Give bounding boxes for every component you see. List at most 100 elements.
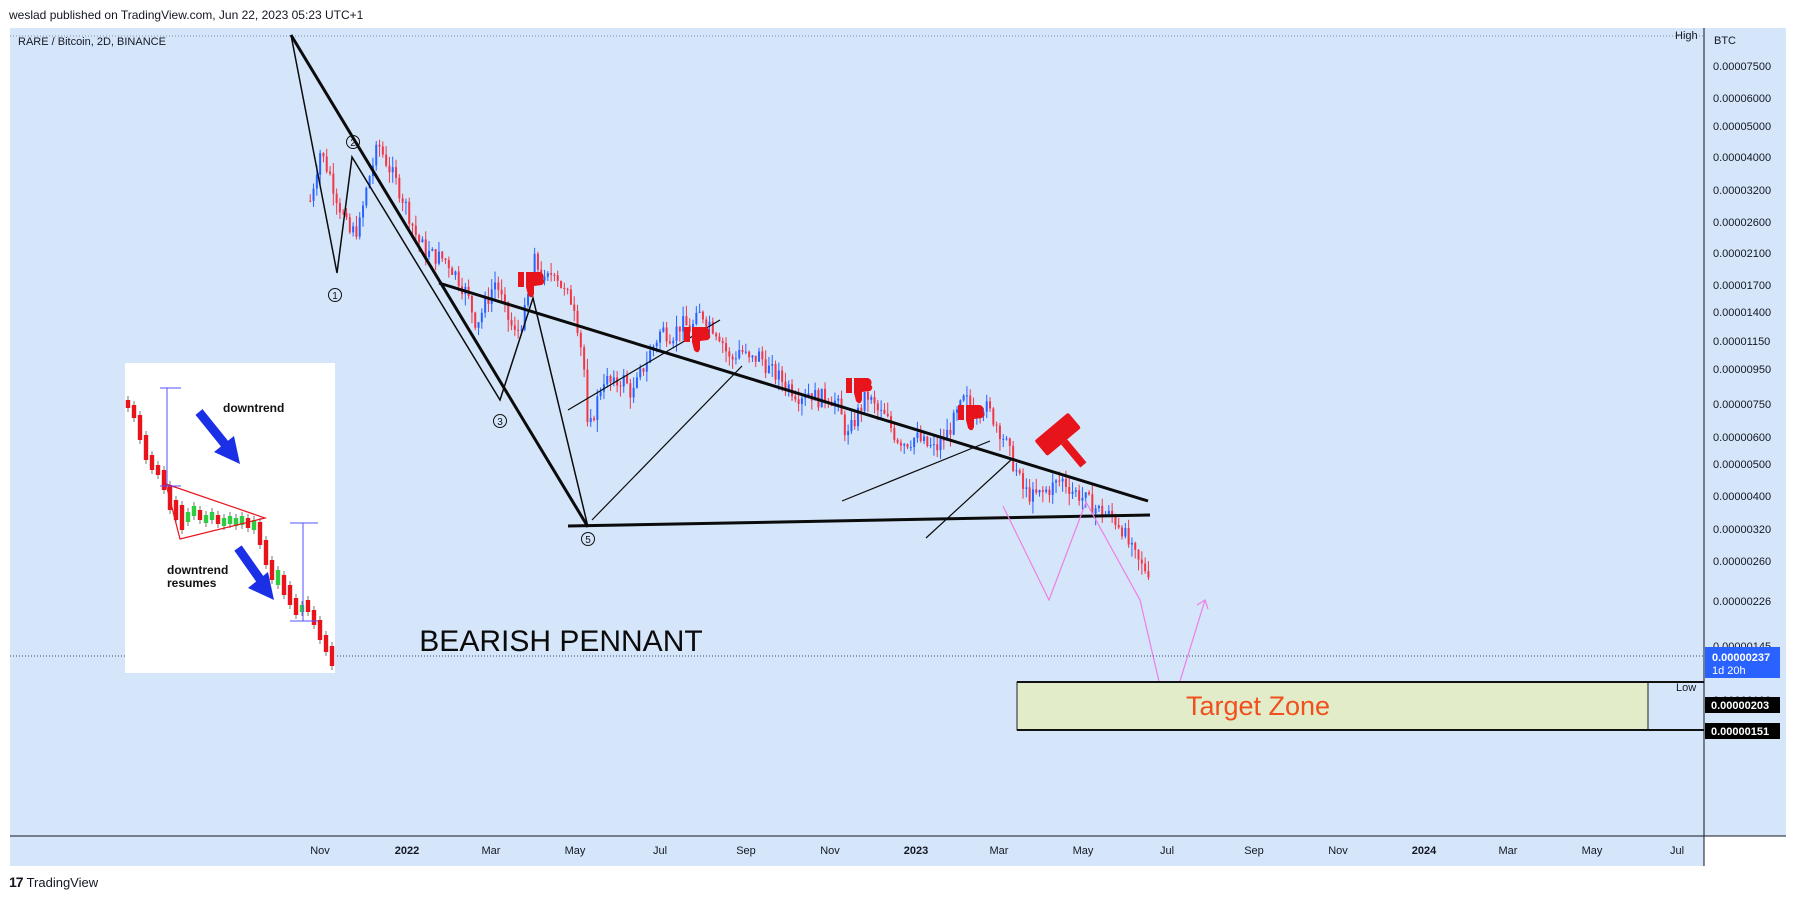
candle-body xyxy=(893,427,896,440)
candle-body xyxy=(645,362,648,372)
candle-body xyxy=(774,364,777,380)
candle-body xyxy=(771,364,774,366)
candle-body xyxy=(619,385,622,387)
time-tick-label: Mar xyxy=(482,845,501,857)
inset-candle-body xyxy=(323,635,329,652)
candle-body xyxy=(480,312,483,323)
time-tick-label: 2022 xyxy=(395,845,419,857)
candle-body xyxy=(408,201,411,224)
candle-body xyxy=(533,253,536,279)
candle-body xyxy=(936,444,939,451)
candle-body xyxy=(853,419,856,427)
candle-body xyxy=(715,333,718,337)
thumbs-down-icon xyxy=(684,327,711,353)
time-axis[interactable] xyxy=(10,836,1704,866)
time-tick-label: Sep xyxy=(736,845,756,857)
candle-body xyxy=(527,293,530,306)
inset-candle-body xyxy=(329,646,335,666)
inset-pennant xyxy=(165,483,268,540)
candle-body xyxy=(923,436,926,442)
channel-lower-2 xyxy=(925,458,1013,539)
candle-body xyxy=(708,321,711,327)
candle-body xyxy=(428,250,431,257)
inset-candle-body xyxy=(227,516,233,524)
time-tick-label: Mar xyxy=(990,845,1009,857)
price-tick-label: 0.00000750 xyxy=(1713,399,1771,411)
candle-body xyxy=(1140,559,1143,564)
candle-body xyxy=(520,329,523,331)
candle-body xyxy=(860,407,863,411)
candle-body xyxy=(510,319,513,326)
tradingview-footer[interactable]: 17 TradingView xyxy=(9,874,98,890)
candle-body xyxy=(358,217,361,237)
last-price-badge: 0.00000237 1d 20h xyxy=(1705,647,1780,678)
price-tick-label: 0.00002600 xyxy=(1713,217,1771,229)
candle-body xyxy=(926,436,929,447)
drawings xyxy=(289,34,1151,539)
candle-body xyxy=(312,188,315,201)
candle-body xyxy=(1068,486,1071,494)
candle-body xyxy=(655,342,658,347)
pennant-lower-line xyxy=(567,513,1151,528)
time-tick-label: Jul xyxy=(653,845,667,857)
candle-body xyxy=(517,329,520,331)
candle-body xyxy=(546,273,549,277)
svg-text:1d 20h: 1d 20h xyxy=(1712,665,1746,677)
candle-body xyxy=(992,408,995,425)
candle-body xyxy=(748,351,751,358)
candle-body xyxy=(642,368,645,372)
inset-candle-body xyxy=(299,605,305,612)
candle-body xyxy=(985,401,988,412)
candle-body xyxy=(503,294,506,303)
candle-body xyxy=(536,253,539,270)
candle-body xyxy=(939,438,942,451)
candle-body xyxy=(335,193,338,204)
inset-candle-body xyxy=(143,435,149,460)
candle-body xyxy=(965,395,968,397)
candle-body xyxy=(916,432,919,438)
candle-body xyxy=(404,201,407,203)
inset-candle-body xyxy=(197,510,203,520)
candle-body xyxy=(381,146,384,155)
currency-label: BTC xyxy=(1714,35,1736,47)
candle-body xyxy=(952,412,955,435)
candle-body xyxy=(814,390,817,401)
wave-label-2: 2 xyxy=(346,135,360,149)
candle-body xyxy=(338,203,341,213)
candle-body xyxy=(639,368,642,378)
candle-body xyxy=(1078,490,1081,501)
candle-body xyxy=(847,431,850,436)
inset-candle-body xyxy=(209,512,215,520)
candle-body xyxy=(1074,490,1077,492)
candle-body xyxy=(560,280,563,288)
candle-body xyxy=(1028,487,1031,502)
target-zone-label: Target Zone xyxy=(1186,691,1330,721)
candle-body xyxy=(738,349,741,359)
candle-body xyxy=(734,358,737,360)
candle-body xyxy=(500,289,503,295)
time-tick-label: Nov xyxy=(310,845,330,857)
candle-body xyxy=(863,391,866,411)
svg-text:1: 1 xyxy=(332,291,338,302)
candle-body xyxy=(523,305,526,330)
price-tick-label: 0.00002100 xyxy=(1713,248,1771,260)
candle-body xyxy=(870,397,873,400)
candle-body xyxy=(569,289,572,305)
candle-body xyxy=(919,432,922,442)
inset-candle-body xyxy=(269,560,275,580)
candle-body xyxy=(1064,478,1067,487)
impulse-trendline xyxy=(289,34,590,528)
candle-body xyxy=(781,370,784,382)
target-zone[interactable] xyxy=(1016,681,1649,731)
candle-body xyxy=(596,396,599,421)
projected-arrow-head xyxy=(1196,599,1209,610)
candle-body xyxy=(1071,491,1074,494)
candle-body xyxy=(1091,494,1094,514)
inset-candle-body xyxy=(161,470,167,490)
candle-body xyxy=(1051,482,1054,495)
time-tick-label: Sep xyxy=(1244,845,1264,857)
candle-body xyxy=(820,388,823,408)
candle-body xyxy=(903,444,906,446)
candle-body xyxy=(1002,438,1005,440)
